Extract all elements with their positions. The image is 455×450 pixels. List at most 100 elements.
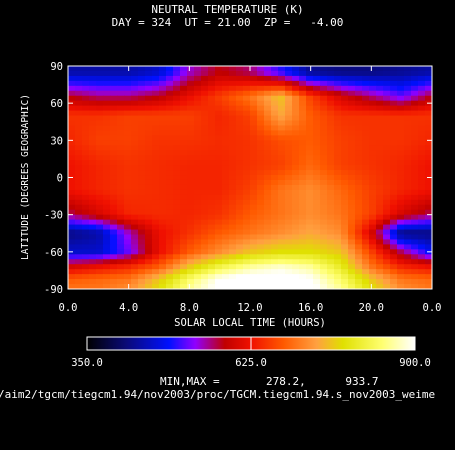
heatmap-cell bbox=[89, 189, 97, 196]
heatmap-cell bbox=[390, 274, 398, 280]
heatmap-cell bbox=[145, 85, 153, 92]
heatmap-cell bbox=[145, 175, 153, 181]
heatmap-cell bbox=[124, 170, 132, 176]
heatmap-cell bbox=[362, 120, 370, 127]
heatmap-cell bbox=[292, 269, 300, 275]
heatmap-cell bbox=[117, 100, 125, 107]
heatmap-cell bbox=[334, 264, 342, 270]
heatmap-cell bbox=[397, 80, 405, 87]
heatmap-cell bbox=[348, 179, 356, 186]
heatmap-cell bbox=[124, 150, 132, 156]
heatmap-cell bbox=[404, 209, 412, 216]
heatmap-cell bbox=[187, 234, 195, 241]
heatmap-cell bbox=[327, 105, 335, 112]
heatmap-cell bbox=[306, 284, 314, 289]
heatmap-cell bbox=[117, 199, 125, 206]
heatmap-cell bbox=[110, 175, 118, 181]
heatmap-cell bbox=[96, 125, 104, 132]
heatmap-cell bbox=[215, 269, 223, 275]
heatmap-cell bbox=[278, 125, 286, 132]
heatmap-cell bbox=[362, 244, 370, 250]
heatmap-cell bbox=[341, 115, 349, 122]
heatmap-cell bbox=[292, 224, 300, 231]
heatmap-cell bbox=[187, 150, 195, 156]
heatmap-cell bbox=[194, 259, 202, 265]
heatmap-cell bbox=[278, 66, 286, 72]
heatmap-cell bbox=[180, 130, 188, 136]
heatmap-cell bbox=[397, 155, 405, 161]
heatmap-cell bbox=[355, 140, 363, 146]
heatmap-cell bbox=[334, 110, 342, 117]
heatmap-cell bbox=[117, 85, 125, 92]
heatmap-cell bbox=[264, 140, 272, 146]
heatmap-cell bbox=[103, 90, 111, 97]
heatmap-cell bbox=[215, 224, 223, 231]
heatmap-cell bbox=[117, 274, 125, 280]
heatmap-cell bbox=[418, 219, 426, 226]
heatmap-cell bbox=[82, 239, 90, 245]
heatmap-cell bbox=[208, 125, 216, 132]
heatmap-cell bbox=[411, 125, 419, 132]
heatmap-cell bbox=[96, 100, 104, 107]
heatmap-cell bbox=[418, 175, 426, 181]
heatmap-cell bbox=[159, 66, 167, 72]
heatmap-cell bbox=[138, 155, 146, 161]
heatmap-cell bbox=[257, 179, 265, 186]
heatmap-cell bbox=[152, 199, 160, 206]
heatmap-cell bbox=[404, 214, 412, 221]
heatmap-cell bbox=[285, 130, 293, 136]
heatmap-cell bbox=[299, 95, 307, 102]
heatmap-cell bbox=[362, 110, 370, 117]
heatmap-cell bbox=[313, 209, 321, 216]
heatmap-cell bbox=[180, 184, 188, 191]
heatmap-cell bbox=[166, 175, 174, 181]
heatmap-cell bbox=[152, 75, 160, 82]
heatmap-cell bbox=[138, 135, 146, 141]
heatmap-cell bbox=[376, 284, 384, 289]
heatmap-cell bbox=[103, 189, 111, 196]
heatmap-cell bbox=[110, 130, 118, 136]
heatmap-cell bbox=[180, 244, 188, 250]
heatmap-cell bbox=[285, 259, 293, 265]
heatmap-cell bbox=[89, 135, 97, 141]
heatmap-cell bbox=[215, 214, 223, 221]
heatmap-cell bbox=[180, 140, 188, 146]
heatmap-cell bbox=[327, 279, 335, 285]
heatmap-cell bbox=[271, 175, 279, 181]
heatmap-cell bbox=[208, 85, 216, 92]
heatmap-cell bbox=[383, 214, 391, 221]
heatmap-cell bbox=[285, 75, 293, 82]
heatmap-cell bbox=[117, 70, 125, 77]
heatmap-cell bbox=[383, 66, 391, 72]
heatmap-cell bbox=[215, 150, 223, 156]
heatmap-cell bbox=[404, 204, 412, 211]
heatmap-cell bbox=[257, 175, 265, 181]
heatmap-cell bbox=[236, 264, 244, 270]
heatmap-cell bbox=[96, 115, 104, 122]
heatmap-cell bbox=[236, 204, 244, 211]
heatmap-cell bbox=[89, 115, 97, 122]
heatmap-cell bbox=[341, 229, 349, 236]
heatmap-cell bbox=[138, 214, 146, 221]
heatmap-cell bbox=[285, 239, 293, 245]
heatmap-cell bbox=[404, 189, 412, 196]
heatmap-cell bbox=[418, 70, 426, 77]
heatmap-cell bbox=[208, 219, 216, 226]
heatmap-cell bbox=[145, 269, 153, 275]
heatmap-cell bbox=[103, 130, 111, 136]
heatmap-cell bbox=[222, 120, 230, 127]
heatmap-cell bbox=[180, 135, 188, 141]
heatmap-cell bbox=[390, 135, 398, 141]
heatmap-cell bbox=[208, 224, 216, 231]
heatmap-cell bbox=[334, 234, 342, 241]
heatmap-cell bbox=[68, 155, 76, 161]
heatmap-cell bbox=[89, 259, 97, 265]
heatmap-cell bbox=[124, 284, 132, 289]
heatmap-cell bbox=[264, 75, 272, 82]
heatmap-cell bbox=[103, 234, 111, 241]
heatmap-cell bbox=[271, 224, 279, 231]
heatmap-cell bbox=[348, 214, 356, 221]
heatmap-cell bbox=[369, 279, 377, 285]
heatmap-cell bbox=[327, 95, 335, 102]
heatmap-cell bbox=[411, 85, 419, 92]
